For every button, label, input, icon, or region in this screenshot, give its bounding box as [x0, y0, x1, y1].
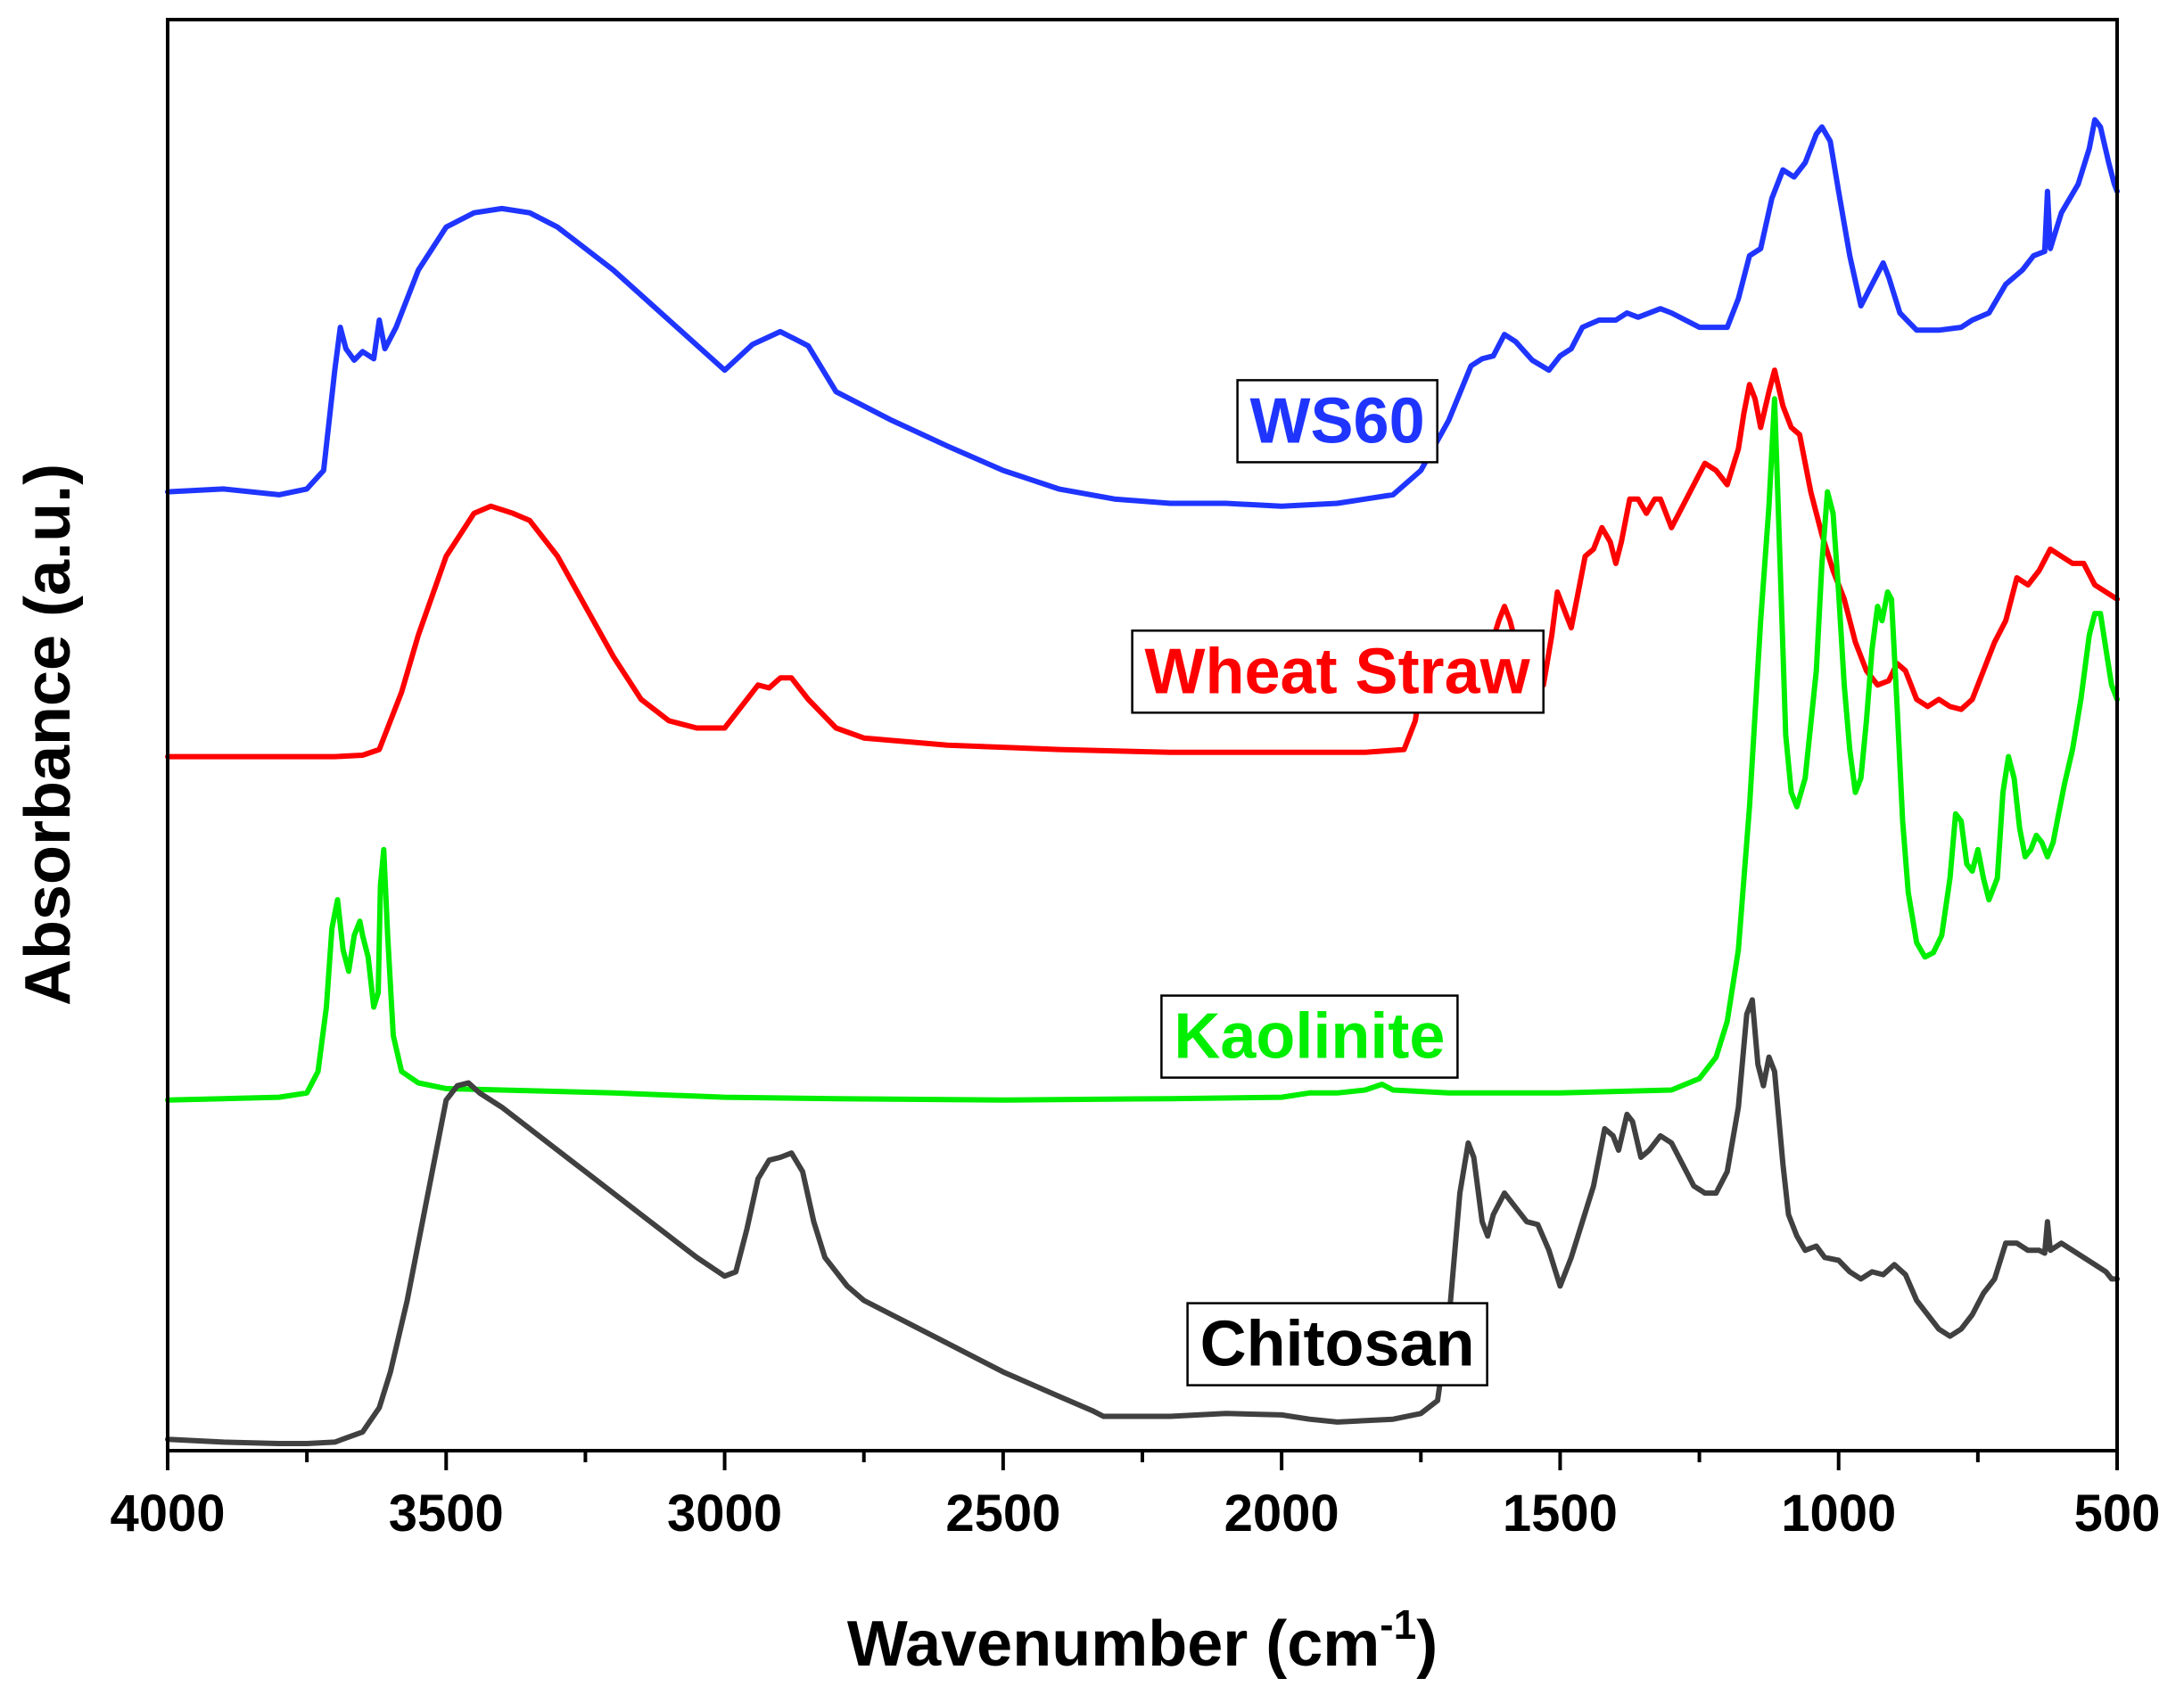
- x-tick-label: 2500: [945, 1485, 1060, 1543]
- x-tick-label: 3000: [667, 1485, 782, 1543]
- x-tick-label: 1500: [1503, 1485, 1618, 1543]
- x-tick-label: 3500: [389, 1485, 504, 1543]
- x-tick-label: 2000: [1224, 1485, 1339, 1543]
- series-label-text-chitosan: Chitosan: [1200, 1309, 1475, 1380]
- plot-area: [168, 20, 2117, 1451]
- series-label-wheat-straw: Wheat Straw: [1131, 629, 1545, 714]
- x-tick-label: 500: [2074, 1485, 2161, 1543]
- series-line-ws60: [165, 117, 2120, 509]
- x-axis-ticks: 4000 3500 3000 2500 2000 1500 1000 500: [110, 1451, 2160, 1543]
- series-label-layer: WS60 Wheat Straw Kaolinite Chitosan: [1131, 379, 1545, 1386]
- series-layer: [165, 117, 2120, 1446]
- x-axis-title-superscript: -1: [1380, 1601, 1416, 1648]
- series-line-kaolinite: [165, 396, 2120, 1103]
- x-tick-label: 4000: [110, 1485, 225, 1543]
- series-label-text-kaolinite: Kaolinite: [1174, 1001, 1445, 1073]
- x-axis-title-main: Wavenumber (cm: [847, 1608, 1380, 1680]
- series-label-kaolinite: Kaolinite: [1160, 994, 1459, 1079]
- series-label-box-ws60: [1236, 379, 1438, 464]
- series-label-text-wheat-straw: Wheat Straw: [1145, 636, 1531, 707]
- series-label-chitosan: Chitosan: [1186, 1302, 1488, 1386]
- y-axis-title: Absorbance (a.u.): [12, 464, 84, 1006]
- series-label-box-chitosan: [1186, 1302, 1488, 1386]
- series-label-text-ws60: WS60: [1250, 385, 1425, 457]
- series-label-ws60: WS60: [1236, 379, 1438, 464]
- series-line-wheat-straw: [165, 367, 2120, 760]
- series-line-chitosan: [165, 997, 2120, 1446]
- series-label-box-kaolinite: [1160, 994, 1459, 1079]
- x-axis-title-close: ): [1416, 1608, 1438, 1680]
- x-tick-label: 1000: [1781, 1485, 1896, 1543]
- series-label-box-wheat-straw: [1131, 629, 1545, 714]
- x-axis-title: Wavenumber (cm-1): [847, 1601, 1438, 1680]
